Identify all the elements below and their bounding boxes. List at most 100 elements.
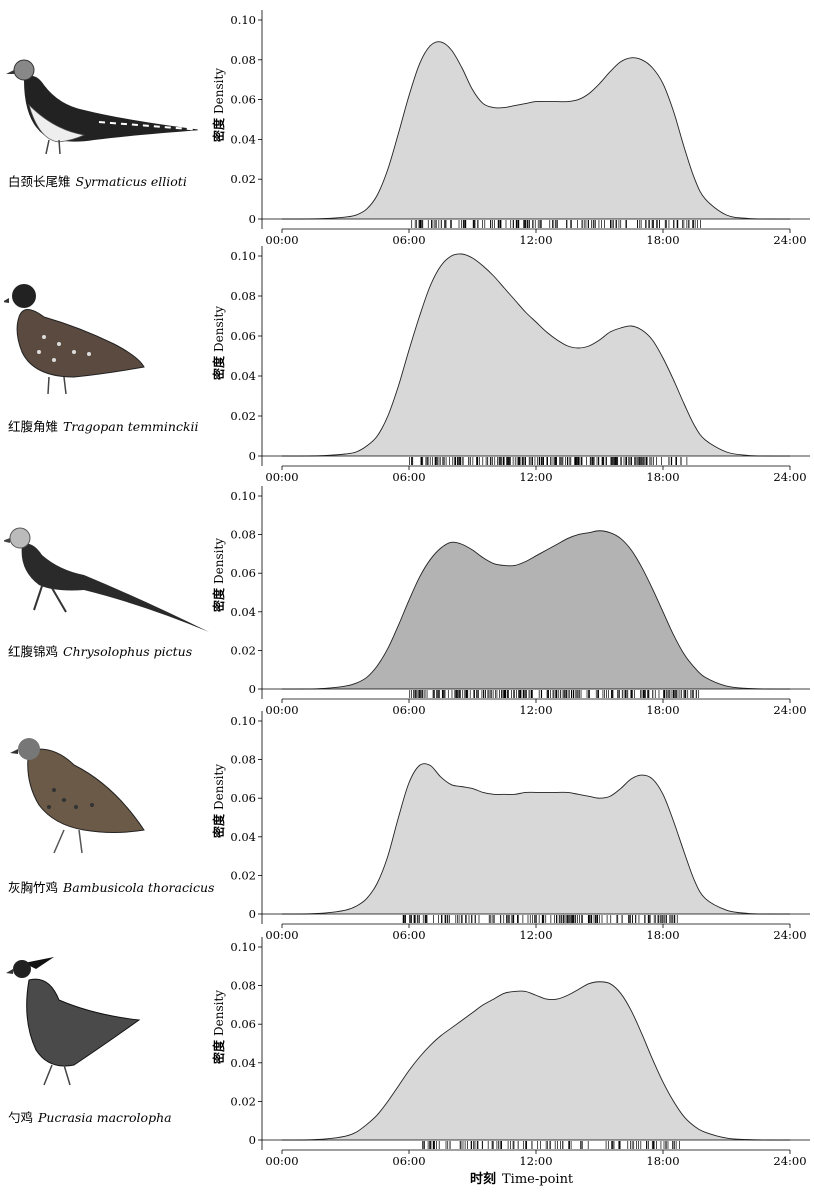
y-tick-label: 0.08: [230, 528, 256, 542]
x-tick-label: 24:00: [773, 470, 806, 484]
x-tick-label: 06:00: [392, 470, 425, 484]
y-tick-label: 0.06: [230, 791, 256, 805]
y-axis-label-5: 密度 Density: [210, 990, 226, 1064]
y-axis-label-1: 密度 Density: [210, 68, 226, 142]
bird-illustration-chrysolophus-pictus: [4, 527, 209, 632]
y-tick-label: 0.06: [230, 1017, 256, 1031]
y-tick-label: 0.04: [230, 830, 256, 844]
species-label-2: 红腹角雉 Tragopan temminckii: [8, 416, 199, 435]
y-label-en: Density: [212, 305, 226, 352]
y-tick-label: 0.08: [230, 753, 256, 767]
species-name-cn: 勺鸡: [8, 1110, 34, 1125]
x-tick-label: 00:00: [265, 233, 298, 247]
density-curve-2: [281, 253, 791, 457]
y-tick-label: 0.10: [230, 714, 256, 728]
y-axis-label-3: 密度 Density: [210, 538, 226, 612]
x-tick-label: 12:00: [519, 1154, 552, 1168]
y-label-cn: 密度: [212, 1039, 226, 1064]
y-tick-label: 0.08: [230, 53, 256, 67]
y-axis-label-2: 密度 Density: [210, 306, 226, 380]
y-label-en: Density: [212, 989, 226, 1036]
bird-illustration-bambusicola-thoracicus: [10, 738, 145, 854]
y-tick-label: 0: [249, 682, 256, 696]
x-tick-label: 06:00: [392, 1154, 425, 1168]
x-tick-label: 24:00: [773, 928, 806, 942]
y-tick-label: 0: [249, 907, 256, 921]
x-tick-label: 00:00: [265, 1154, 298, 1168]
y-tick-label: 0.10: [230, 940, 256, 954]
density-curve-1: [281, 41, 791, 220]
y-tick-label: 0: [249, 1133, 256, 1147]
y-tick-label: 0.02: [230, 409, 256, 423]
density-curve-4: [281, 763, 791, 915]
y-tick-label: 0.08: [230, 979, 256, 993]
y-tick-label: 0.10: [230, 13, 256, 27]
y-label-cn: 密度: [212, 813, 226, 838]
x-tick-label: 12:00: [519, 470, 552, 484]
species-label-3: 红腹锦鸡 Chrysolophus pictus: [8, 641, 192, 660]
y-label-en: Density: [212, 537, 226, 584]
x-tick-label: 12:00: [519, 703, 552, 717]
y-tick-label: 0.02: [230, 1094, 256, 1108]
species-name-cn: 灰胸竹鸡: [8, 880, 59, 895]
species-name-scientific: Pucrasia macrolopha: [38, 1110, 172, 1125]
x-tick-label: 18:00: [646, 1154, 679, 1168]
x-tick-label: 12:00: [519, 928, 552, 942]
x-tick-label: 06:00: [392, 703, 425, 717]
y-tick-label: 0.04: [230, 1056, 256, 1070]
y-tick-label: 0.02: [230, 868, 256, 882]
x-tick-label: 12:00: [519, 233, 552, 247]
density-area-3: [282, 530, 790, 690]
y-tick-label: 0.06: [230, 329, 256, 343]
density-area-4: [282, 763, 790, 915]
species-name-cn: 红腹角雉: [8, 419, 59, 434]
y-tick-label: 0.08: [230, 289, 256, 303]
y-label-cn: 密度: [212, 587, 226, 612]
y-tick-label: 0.06: [230, 566, 256, 580]
y-label-en: Density: [212, 763, 226, 810]
x-tick-label: 24:00: [773, 703, 806, 717]
x-tick-label: 00:00: [265, 703, 298, 717]
species-label-4: 灰胸竹鸡 Bambusicola thoracicus: [8, 877, 214, 896]
y-tick-label: 0.04: [230, 132, 256, 146]
x-tick-label: 18:00: [646, 233, 679, 247]
species-label-1: 白颈长尾雉 Syrmaticus ellioti: [8, 171, 187, 190]
y-label-cn: 密度: [212, 117, 226, 142]
y-label-cn: 密度: [212, 355, 226, 380]
y-tick-label: 0: [249, 212, 256, 226]
x-tick-label: 24:00: [773, 1154, 806, 1168]
x-axis-title-en: Time-point: [502, 1172, 574, 1187]
species-name-cn: 红腹锦鸡: [8, 644, 59, 659]
x-tick-label: 18:00: [646, 470, 679, 484]
y-tick-label: 0: [249, 449, 256, 463]
density-curve-5: [281, 981, 791, 1141]
density-area-2: [282, 253, 790, 457]
bird-illustration-tragopan-temminckii: [4, 284, 145, 395]
density-curve-3: [281, 530, 791, 690]
species-name-scientific: Tragopan temminckii: [63, 419, 199, 434]
y-tick-label: 0.02: [230, 643, 256, 657]
y-label-en: Density: [212, 67, 226, 114]
density-area-1: [282, 41, 790, 220]
bird-illustration-pucrasia-macrolopha: [6, 957, 141, 1086]
x-tick-label: 00:00: [265, 470, 298, 484]
x-axis-title-cn: 时刻: [470, 1172, 497, 1187]
species-name-scientific: Bambusicola thoracicus: [63, 880, 215, 895]
y-tick-label: 0.04: [230, 369, 256, 383]
x-tick-label: 06:00: [392, 928, 425, 942]
y-tick-label: 0.10: [230, 489, 256, 503]
x-tick-label: 06:00: [392, 233, 425, 247]
species-name-scientific: Syrmaticus ellioti: [75, 174, 187, 189]
y-axis-label-4: 密度 Density: [210, 764, 226, 838]
bird-illustration-syrmaticus-ellioti: [6, 59, 203, 155]
species-label-5: 勺鸡 Pucrasia macrolopha: [8, 1107, 172, 1126]
y-tick-label: 0.06: [230, 93, 256, 107]
x-tick-label: 24:00: [773, 233, 806, 247]
species-name-scientific: Chrysolophus pictus: [63, 644, 193, 659]
x-tick-label: 18:00: [646, 928, 679, 942]
x-axis-title: 时刻 Time-point: [470, 1168, 573, 1187]
y-tick-label: 0.02: [230, 172, 256, 186]
species-name-cn: 白颈长尾雉: [8, 174, 71, 189]
